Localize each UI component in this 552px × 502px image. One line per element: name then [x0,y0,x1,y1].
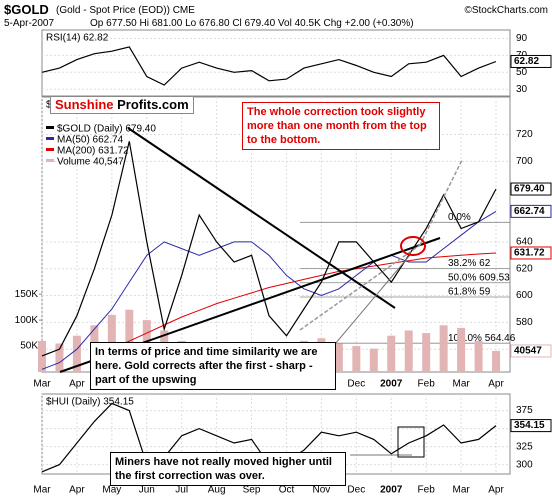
series-line [41,210,497,370]
value-tag [510,204,552,218]
volume-bar [352,346,361,372]
series-line [41,46,497,86]
y2-tick-label: 50K [20,341,38,352]
panel-title: $HUI (Daily) 354.15 [46,397,134,408]
legend-swatch [46,137,54,140]
x-tick-label: Jun [139,485,155,496]
legend-swatch [46,159,54,162]
quote: Op 677.50 Hi 681.00 Lo 676.80 Cl 679.40 … [90,18,414,29]
x-tick-label: Dec [347,379,365,390]
value-tag-text: 62.82 [514,56,539,67]
x-tick-label: Mar [33,485,51,496]
y-tick-label: 50 [516,67,528,78]
value-tag-text: 631.72 [514,248,545,259]
highlight-box [397,426,425,458]
x-tick-label: Mar [452,485,470,496]
x-tick-label: Dec [347,485,365,496]
y-tick-label: 640 [516,237,533,248]
description: (Gold - Spot Price (EOD)) CME [56,5,195,16]
trend-line [419,159,463,246]
x-tick-label: Jul [175,485,188,496]
y-tick-label: 325 [516,441,533,452]
volume-bar [72,335,81,372]
value-tag [510,246,552,260]
y2-tick-label: 150K [15,289,39,300]
y-tick-label: 30 [516,84,528,95]
volume-bar [387,335,396,372]
value-tag [510,419,552,433]
legend-entry: MA(50) 662.74 [57,135,124,146]
y2-tick-label: 100K [15,315,39,326]
annotation: The whole correction took slightly more … [242,102,440,150]
source: ©StockCharts.com [464,5,548,16]
highlight-circle [400,236,426,256]
value-tag-text: 40547 [514,346,542,357]
y-tick-label: 620 [516,263,533,274]
legend-entry: MA(200) 631.72 [57,146,129,157]
pointer-line [329,254,411,351]
annotation: Miners have not really moved higher unti… [110,452,346,486]
x-tick-label: Apr [69,485,85,496]
y-tick-label: 300 [516,459,533,470]
legend-entry: $GOLD (Daily) 679.40 [57,124,156,135]
volume-bar [492,350,501,372]
x-tick-label: Aug [208,485,226,496]
x-tick-label: 2007 [380,485,403,496]
value-tag-text: 354.15 [514,420,545,431]
fib-label: 0.0% [448,212,471,223]
y-tick-label: 700 [516,156,533,167]
volume-bar [38,340,46,372]
trend-line [299,244,421,331]
volume-bar [334,343,343,372]
x-tick-label: Mar [33,379,51,390]
volume-bar [369,348,378,372]
x-tick-label: Nov [313,485,331,496]
x-tick-label: Feb [418,485,436,496]
panel [41,29,511,97]
x-tick-label: May [102,485,121,496]
series-line [41,141,497,357]
date: 5-Apr-2007 [4,18,55,29]
y-tick-label: 90 [516,33,528,44]
legend-swatch [46,126,54,129]
y-tick-label: 375 [516,405,533,416]
fib-label: 100.0% 564.46 [448,333,516,344]
volume-bar [474,340,483,372]
legend-swatch [46,148,54,151]
value-tag-text: 679.40 [514,184,545,195]
logo-part: Profits.com [117,97,189,112]
fib-label: 61.8% 59 [448,287,491,298]
x-tick-label: Apr [488,379,504,390]
value-tag [510,344,552,358]
y-tick-label: 580 [516,317,533,328]
x-tick-label: 2007 [380,379,403,390]
x-tick-label: Oct [279,485,295,496]
fib-label: 50.0% 609.53 [448,272,510,283]
value-tag-text: 662.74 [514,206,545,217]
x-tick-label: Apr [488,485,504,496]
legend-entry: Volume 40,547 [57,157,124,168]
panel-title: RSI(14) 62.82 [46,33,109,44]
value-tag [510,54,552,68]
x-tick-label: Apr [69,379,85,390]
symbol: $GOLD [4,2,49,17]
x-tick-label: Feb [418,379,436,390]
y-tick-label: 600 [516,290,533,301]
volume-bar [457,327,466,372]
volume-bar [404,330,413,372]
fib-label: 38.2% 62 [448,258,491,269]
logo-part: Sunshine [55,97,114,112]
value-tag [510,182,552,196]
x-tick-label: Sep [243,485,261,496]
logo: Sunshine Profits.com [50,96,194,114]
y-tick-label: 720 [516,129,533,140]
x-tick-label: Mar [452,379,470,390]
volume-bar [439,325,448,372]
volume-bar [55,343,64,372]
volume-bar [422,333,431,372]
annotation: In terms of price and time similarity we… [90,342,336,390]
trend-line [127,127,396,309]
